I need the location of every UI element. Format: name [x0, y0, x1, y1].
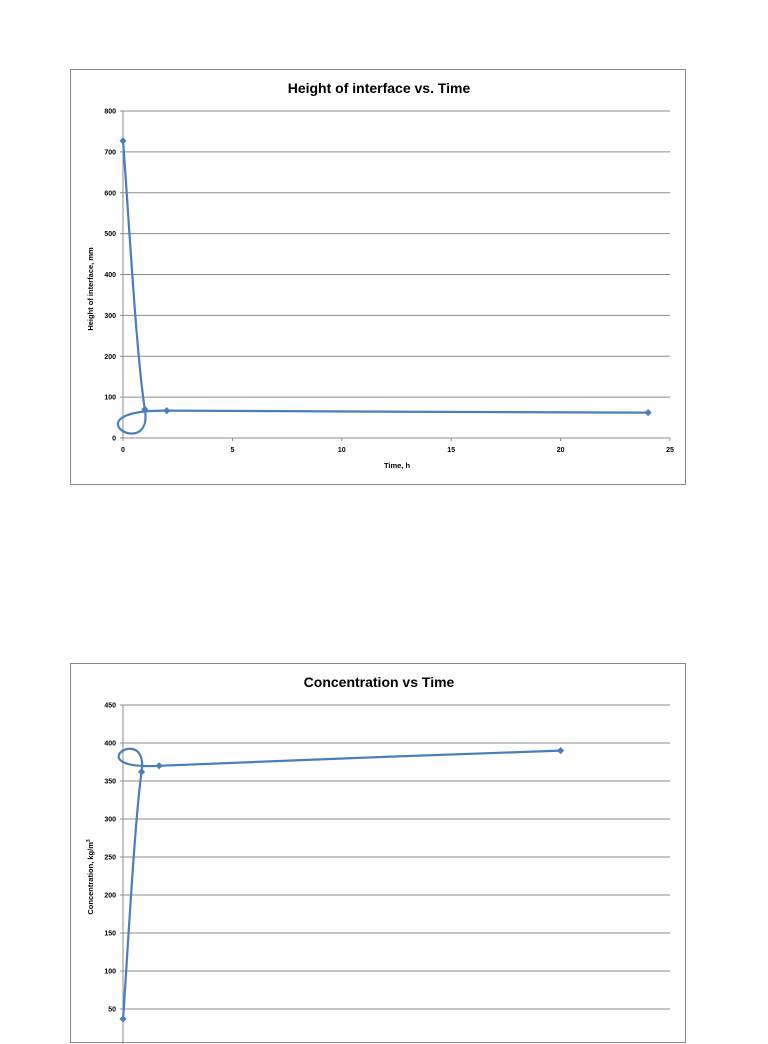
- data-point-0: [119, 137, 127, 145]
- concentration-chart-y-label-superscript: 3: [86, 839, 92, 842]
- height-chart-y-label: Height of interface, mm: [86, 247, 95, 331]
- x-tick-label-5: 5: [230, 447, 234, 454]
- series-line-0: [117, 747, 561, 1019]
- y-tick-label-300: 300: [104, 817, 116, 824]
- height-chart-grid: [123, 110, 670, 398]
- y-tick-label-200: 200: [104, 893, 116, 900]
- data-point-2: [163, 407, 171, 415]
- y-tick-label-350: 350: [104, 779, 116, 786]
- concentration-chart-axes: [120, 704, 124, 1044]
- height-chart: Height of interface vs. Time 0 100 200 300 4…: [70, 69, 686, 485]
- concentration-chart-y-label: Concentration, kg/m3: [86, 839, 95, 915]
- y-tick-label-500: 500: [104, 231, 116, 238]
- height-chart-y-ticks: 0 100 200 300 400 500 600 700 800: [104, 109, 116, 443]
- data-point-1: [141, 405, 149, 413]
- x-tick-label-15: 15: [447, 447, 455, 454]
- y-tick-label-100: 100: [104, 969, 116, 976]
- x-tick-label-25: 25: [666, 447, 674, 454]
- data-point-2: [155, 762, 163, 770]
- data-point-3: [557, 747, 565, 755]
- concentration-chart-y-label-text: Concentration, kg/m: [86, 842, 95, 915]
- concentration-chart-grid: [123, 704, 670, 1010]
- data-point-0: [119, 1015, 127, 1023]
- height-chart-svg: Height of interface vs. Time 01002003004…: [86, 80, 674, 470]
- series-line-0: [116, 140, 649, 435]
- y-tick-label-100: 100: [104, 395, 116, 402]
- y-tick-label-400: 400: [104, 272, 116, 279]
- x-tick-label-0: 0: [121, 447, 125, 454]
- y-tick-label-300: 300: [104, 313, 116, 320]
- height-chart-x-label: Time, h: [384, 461, 411, 470]
- concentration-chart-y-ticks: 50 100 150 200 250 300 350 400 450: [104, 703, 116, 1014]
- y-tick-label-600: 600: [104, 190, 116, 197]
- height-chart-title: Height of interface vs. Time: [288, 80, 471, 96]
- y-tick-label-400: 400: [104, 741, 116, 748]
- y-tick-label-700: 700: [104, 149, 116, 156]
- concentration-chart-title: Concentration vs Time: [304, 674, 455, 690]
- concentration-chart-series: [117, 747, 565, 1023]
- x-tick-label-20: 20: [557, 447, 565, 454]
- y-tick-label-450: 450: [104, 703, 116, 710]
- height-chart-series: [116, 137, 652, 435]
- data-point-3: [644, 409, 652, 417]
- height-chart-axes: [120, 110, 671, 441]
- x-tick-label-10: 10: [338, 447, 346, 454]
- y-tick-label-800: 800: [104, 109, 116, 116]
- height-chart-x-ticks: 0 5 10 15 20 25: [121, 447, 674, 454]
- concentration-chart-svg: Concentration vs Time 50 100 150 200 250 300 3…: [86, 674, 670, 1044]
- y-tick-label-50: 50: [108, 1007, 116, 1014]
- y-tick-label-250: 250: [104, 855, 116, 862]
- concentration-chart: Concentration vs Time 50 100 150 200 250 300 3…: [70, 663, 686, 1044]
- y-tick-label-150: 150: [104, 931, 116, 938]
- y-tick-label-0: 0: [112, 436, 116, 443]
- y-tick-label-200: 200: [104, 354, 116, 361]
- data-point-1: [137, 768, 146, 776]
